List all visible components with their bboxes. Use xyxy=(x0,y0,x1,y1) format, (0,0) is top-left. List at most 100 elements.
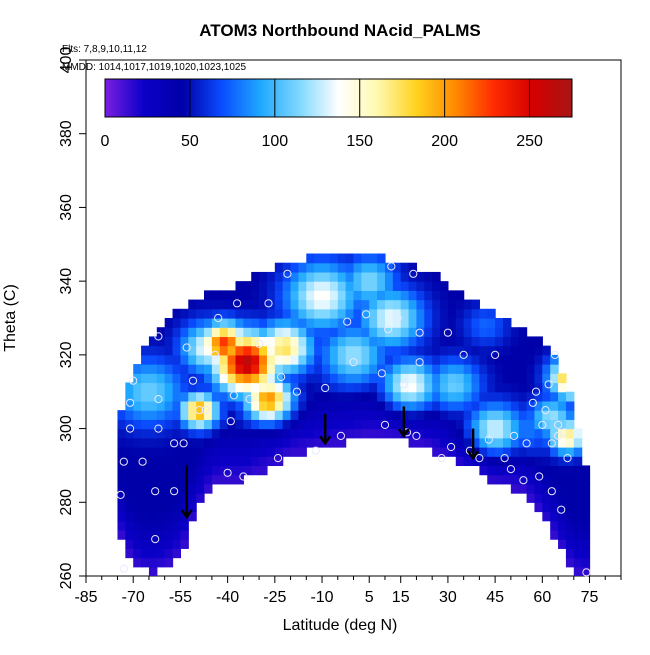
heatmap-cell xyxy=(377,391,386,402)
heatmap-cell xyxy=(196,373,205,384)
heatmap-cell xyxy=(227,336,237,347)
heatmap-cell xyxy=(148,483,158,494)
heatmap-cell xyxy=(558,400,567,411)
heatmap-cell xyxy=(211,354,221,365)
heatmap-cell xyxy=(400,354,410,365)
heatmap-cell xyxy=(141,391,150,402)
heatmap-cell xyxy=(377,290,386,301)
heatmap-cell xyxy=(432,419,441,430)
heatmap-cell xyxy=(471,456,480,467)
heatmap-cell xyxy=(377,336,386,347)
heatmap-cell xyxy=(125,382,134,393)
sample-point xyxy=(239,472,248,481)
heatmap-cell xyxy=(125,465,134,476)
sample-point xyxy=(126,424,135,433)
heatmap-cell xyxy=(266,290,276,301)
heatmap-cell xyxy=(377,299,386,310)
heatmap-cell xyxy=(180,400,189,411)
heatmap-cell xyxy=(148,539,158,549)
heatmap-cell xyxy=(479,419,488,430)
heatmap-cell xyxy=(377,262,386,273)
heatmap-cell xyxy=(361,262,370,273)
heatmap-cell xyxy=(337,345,347,356)
heatmap-cell xyxy=(290,428,300,439)
heatmap-cell xyxy=(432,400,441,411)
heatmap-cell xyxy=(432,327,441,338)
heatmap-cell xyxy=(369,364,378,374)
heatmap-cell xyxy=(274,281,284,291)
heatmap-cell xyxy=(463,400,473,411)
heatmap-cell xyxy=(495,318,504,328)
heatmap-cell xyxy=(259,354,268,365)
heatmap-cell xyxy=(243,391,252,402)
heatmap-cell xyxy=(251,354,260,365)
heatmap-cell xyxy=(282,336,292,347)
heatmap-cell xyxy=(440,382,449,393)
heatmap-cell xyxy=(471,336,480,347)
sample-point xyxy=(170,439,179,448)
heatmap-cell xyxy=(266,391,276,402)
heatmap-cell xyxy=(526,364,536,374)
heatmap-cell xyxy=(188,345,197,356)
heatmap-cell xyxy=(526,373,536,384)
heatmap-cell xyxy=(266,271,276,282)
heatmap-cell xyxy=(141,428,150,439)
heatmap-cell xyxy=(416,428,425,439)
heatmap-cell xyxy=(447,400,457,411)
heatmap-cell xyxy=(565,493,575,503)
heatmap-cell xyxy=(156,373,166,384)
heatmap-cell xyxy=(282,437,292,448)
heatmap-cell xyxy=(400,391,410,402)
sample-point xyxy=(519,476,528,485)
heatmap-cell xyxy=(141,400,150,411)
heatmap-cell xyxy=(487,447,496,457)
heatmap-cell xyxy=(447,373,457,384)
heatmap-cell xyxy=(156,557,166,568)
heatmap-cell xyxy=(251,428,260,439)
heatmap-cell xyxy=(329,382,339,393)
heatmap-cell xyxy=(573,557,583,568)
heatmap-cell xyxy=(125,539,134,549)
heatmap-cell xyxy=(392,299,402,310)
heatmap-cell xyxy=(534,502,543,513)
heatmap-cell xyxy=(447,419,457,430)
heatmap-cell xyxy=(510,373,520,384)
heatmap-cell xyxy=(502,447,512,457)
heatmap-cell xyxy=(510,327,520,338)
heatmap-cell xyxy=(440,336,449,347)
heatmap-cell xyxy=(274,447,284,457)
heatmap-cell xyxy=(148,465,158,476)
heatmap-cell xyxy=(369,262,378,273)
heatmap-cell xyxy=(243,290,252,301)
heatmap-cell xyxy=(298,382,307,393)
heatmap-cell xyxy=(463,327,473,338)
heatmap-cell xyxy=(502,318,512,328)
heatmap-cell xyxy=(322,318,331,328)
heatmap-cell xyxy=(259,290,268,301)
heatmap-cell xyxy=(510,465,520,476)
heatmap-cell xyxy=(133,419,142,430)
heatmap-cell xyxy=(518,400,528,411)
heatmap-cell xyxy=(164,456,174,467)
heatmap-cell xyxy=(314,437,323,448)
heatmap-cell xyxy=(235,327,244,338)
heatmap-cell xyxy=(259,281,268,291)
heatmap-cell xyxy=(259,373,268,384)
heatmap-cell xyxy=(502,437,512,448)
heatmap-cell xyxy=(133,493,142,503)
heatmap-cell xyxy=(408,299,418,310)
heatmap-cell xyxy=(298,345,307,356)
heatmap-cell xyxy=(534,400,543,411)
heatmap-cell xyxy=(274,336,284,347)
heatmap-cell xyxy=(495,364,504,374)
heatmap-cell xyxy=(408,271,418,282)
heatmap-cell xyxy=(298,428,307,439)
heatmap-cell xyxy=(479,327,488,338)
heatmap-cell xyxy=(440,364,449,374)
heatmap-cell xyxy=(471,428,480,439)
heatmap-cell xyxy=(117,456,126,467)
heatmap-cell xyxy=(227,400,237,411)
heatmap-cell xyxy=(361,290,370,301)
heatmap-cell xyxy=(361,410,370,420)
heatmap-cell xyxy=(235,410,244,420)
